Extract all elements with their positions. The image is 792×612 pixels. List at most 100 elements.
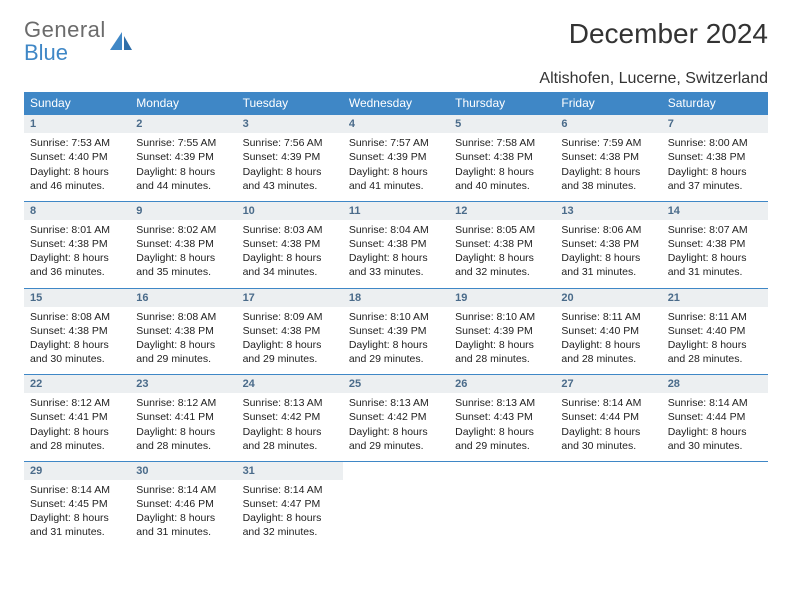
calendar-cell: 30Sunrise: 8:14 AMSunset: 4:46 PMDayligh…: [130, 461, 236, 547]
day-number: 12: [449, 202, 555, 220]
day-body: Sunrise: 8:12 AMSunset: 4:41 PMDaylight:…: [130, 393, 236, 461]
day-body: Sunrise: 8:07 AMSunset: 4:38 PMDaylight:…: [662, 220, 768, 288]
calendar-cell: 13Sunrise: 8:06 AMSunset: 4:38 PMDayligh…: [555, 201, 661, 288]
day-number: 21: [662, 289, 768, 307]
day-body: Sunrise: 7:58 AMSunset: 4:38 PMDaylight:…: [449, 133, 555, 201]
calendar-row: 8Sunrise: 8:01 AMSunset: 4:38 PMDaylight…: [24, 201, 768, 288]
day-body: Sunrise: 8:09 AMSunset: 4:38 PMDaylight:…: [237, 307, 343, 375]
logo-word2: Blue: [24, 41, 68, 64]
day-number: 19: [449, 289, 555, 307]
day-number: 16: [130, 289, 236, 307]
day-body: Sunrise: 8:02 AMSunset: 4:38 PMDaylight:…: [130, 220, 236, 288]
weekday-header: Thursday: [449, 92, 555, 115]
calendar-cell: 22Sunrise: 8:12 AMSunset: 4:41 PMDayligh…: [24, 375, 130, 462]
day-number: 10: [237, 202, 343, 220]
day-body: Sunrise: 8:11 AMSunset: 4:40 PMDaylight:…: [555, 307, 661, 375]
header: General Blue December 2024: [24, 18, 768, 64]
day-body: Sunrise: 7:55 AMSunset: 4:39 PMDaylight:…: [130, 133, 236, 201]
day-number: 17: [237, 289, 343, 307]
calendar-table: SundayMondayTuesdayWednesdayThursdayFrid…: [24, 92, 768, 547]
day-body: Sunrise: 8:14 AMSunset: 4:44 PMDaylight:…: [662, 393, 768, 461]
calendar-cell: 28Sunrise: 8:14 AMSunset: 4:44 PMDayligh…: [662, 375, 768, 462]
calendar-cell: 21Sunrise: 8:11 AMSunset: 4:40 PMDayligh…: [662, 288, 768, 375]
weekday-header: Monday: [130, 92, 236, 115]
day-number: 23: [130, 375, 236, 393]
day-number: 13: [555, 202, 661, 220]
day-number: 20: [555, 289, 661, 307]
day-body: Sunrise: 8:03 AMSunset: 4:38 PMDaylight:…: [237, 220, 343, 288]
calendar-cell: 17Sunrise: 8:09 AMSunset: 4:38 PMDayligh…: [237, 288, 343, 375]
calendar-row: 15Sunrise: 8:08 AMSunset: 4:38 PMDayligh…: [24, 288, 768, 375]
calendar-cell: 8Sunrise: 8:01 AMSunset: 4:38 PMDaylight…: [24, 201, 130, 288]
day-body: Sunrise: 8:04 AMSunset: 4:38 PMDaylight:…: [343, 220, 449, 288]
day-number: 31: [237, 462, 343, 480]
calendar-cell: 6Sunrise: 7:59 AMSunset: 4:38 PMDaylight…: [555, 115, 661, 202]
day-number: 22: [24, 375, 130, 393]
day-number: 11: [343, 202, 449, 220]
logo: General Blue: [24, 18, 134, 64]
day-body: Sunrise: 8:05 AMSunset: 4:38 PMDaylight:…: [449, 220, 555, 288]
day-body: Sunrise: 8:12 AMSunset: 4:41 PMDaylight:…: [24, 393, 130, 461]
calendar-cell: ..: [662, 461, 768, 547]
calendar-cell: ..: [449, 461, 555, 547]
page-title: December 2024: [569, 18, 768, 50]
day-number: 3: [237, 115, 343, 133]
day-number: 6: [555, 115, 661, 133]
calendar-cell: 23Sunrise: 8:12 AMSunset: 4:41 PMDayligh…: [130, 375, 236, 462]
day-number: 1: [24, 115, 130, 133]
day-body: Sunrise: 8:06 AMSunset: 4:38 PMDaylight:…: [555, 220, 661, 288]
day-number: 7: [662, 115, 768, 133]
day-number: 18: [343, 289, 449, 307]
calendar-cell: 20Sunrise: 8:11 AMSunset: 4:40 PMDayligh…: [555, 288, 661, 375]
calendar-cell: 12Sunrise: 8:05 AMSunset: 4:38 PMDayligh…: [449, 201, 555, 288]
day-number: 4: [343, 115, 449, 133]
day-body: Sunrise: 7:59 AMSunset: 4:38 PMDaylight:…: [555, 133, 661, 201]
calendar-cell: 19Sunrise: 8:10 AMSunset: 4:39 PMDayligh…: [449, 288, 555, 375]
day-body: Sunrise: 8:13 AMSunset: 4:42 PMDaylight:…: [237, 393, 343, 461]
calendar-cell: 11Sunrise: 8:04 AMSunset: 4:38 PMDayligh…: [343, 201, 449, 288]
calendar-cell: 1Sunrise: 7:53 AMSunset: 4:40 PMDaylight…: [24, 115, 130, 202]
day-body: Sunrise: 7:56 AMSunset: 4:39 PMDaylight:…: [237, 133, 343, 201]
calendar-cell: 3Sunrise: 7:56 AMSunset: 4:39 PMDaylight…: [237, 115, 343, 202]
day-body: Sunrise: 8:08 AMSunset: 4:38 PMDaylight:…: [130, 307, 236, 375]
calendar-row: 1Sunrise: 7:53 AMSunset: 4:40 PMDaylight…: [24, 115, 768, 202]
calendar-cell: 4Sunrise: 7:57 AMSunset: 4:39 PMDaylight…: [343, 115, 449, 202]
day-number: 5: [449, 115, 555, 133]
weekday-header: Saturday: [662, 92, 768, 115]
day-number: 24: [237, 375, 343, 393]
day-body: Sunrise: 8:11 AMSunset: 4:40 PMDaylight:…: [662, 307, 768, 375]
location: Altishofen, Lucerne, Switzerland: [24, 70, 768, 88]
day-body: Sunrise: 8:13 AMSunset: 4:43 PMDaylight:…: [449, 393, 555, 461]
calendar-cell: 27Sunrise: 8:14 AMSunset: 4:44 PMDayligh…: [555, 375, 661, 462]
calendar-cell: ..: [343, 461, 449, 547]
calendar-cell: 29Sunrise: 8:14 AMSunset: 4:45 PMDayligh…: [24, 461, 130, 547]
calendar-cell: 14Sunrise: 8:07 AMSunset: 4:38 PMDayligh…: [662, 201, 768, 288]
calendar-row: 22Sunrise: 8:12 AMSunset: 4:41 PMDayligh…: [24, 375, 768, 462]
calendar-cell: 25Sunrise: 8:13 AMSunset: 4:42 PMDayligh…: [343, 375, 449, 462]
calendar-cell: 10Sunrise: 8:03 AMSunset: 4:38 PMDayligh…: [237, 201, 343, 288]
day-body: Sunrise: 8:14 AMSunset: 4:45 PMDaylight:…: [24, 480, 130, 548]
day-body: Sunrise: 8:10 AMSunset: 4:39 PMDaylight:…: [343, 307, 449, 375]
day-body: Sunrise: 7:53 AMSunset: 4:40 PMDaylight:…: [24, 133, 130, 201]
day-body: Sunrise: 8:01 AMSunset: 4:38 PMDaylight:…: [24, 220, 130, 288]
day-body: Sunrise: 7:57 AMSunset: 4:39 PMDaylight:…: [343, 133, 449, 201]
day-body: Sunrise: 8:13 AMSunset: 4:42 PMDaylight:…: [343, 393, 449, 461]
calendar-cell: 15Sunrise: 8:08 AMSunset: 4:38 PMDayligh…: [24, 288, 130, 375]
day-body: Sunrise: 8:14 AMSunset: 4:46 PMDaylight:…: [130, 480, 236, 548]
day-body: Sunrise: 8:10 AMSunset: 4:39 PMDaylight:…: [449, 307, 555, 375]
day-body: Sunrise: 8:14 AMSunset: 4:47 PMDaylight:…: [237, 480, 343, 548]
day-number: 29: [24, 462, 130, 480]
weekday-header: Friday: [555, 92, 661, 115]
calendar-row: 29Sunrise: 8:14 AMSunset: 4:45 PMDayligh…: [24, 461, 768, 547]
day-body: Sunrise: 8:08 AMSunset: 4:38 PMDaylight:…: [24, 307, 130, 375]
day-number: 26: [449, 375, 555, 393]
calendar-cell: 7Sunrise: 8:00 AMSunset: 4:38 PMDaylight…: [662, 115, 768, 202]
calendar-cell: 5Sunrise: 7:58 AMSunset: 4:38 PMDaylight…: [449, 115, 555, 202]
logo-word1: General: [24, 17, 106, 42]
day-number: 27: [555, 375, 661, 393]
day-number: 15: [24, 289, 130, 307]
day-number: 2: [130, 115, 236, 133]
logo-sail-icon: [108, 30, 134, 52]
weekday-header: Sunday: [24, 92, 130, 115]
calendar-cell: 9Sunrise: 8:02 AMSunset: 4:38 PMDaylight…: [130, 201, 236, 288]
